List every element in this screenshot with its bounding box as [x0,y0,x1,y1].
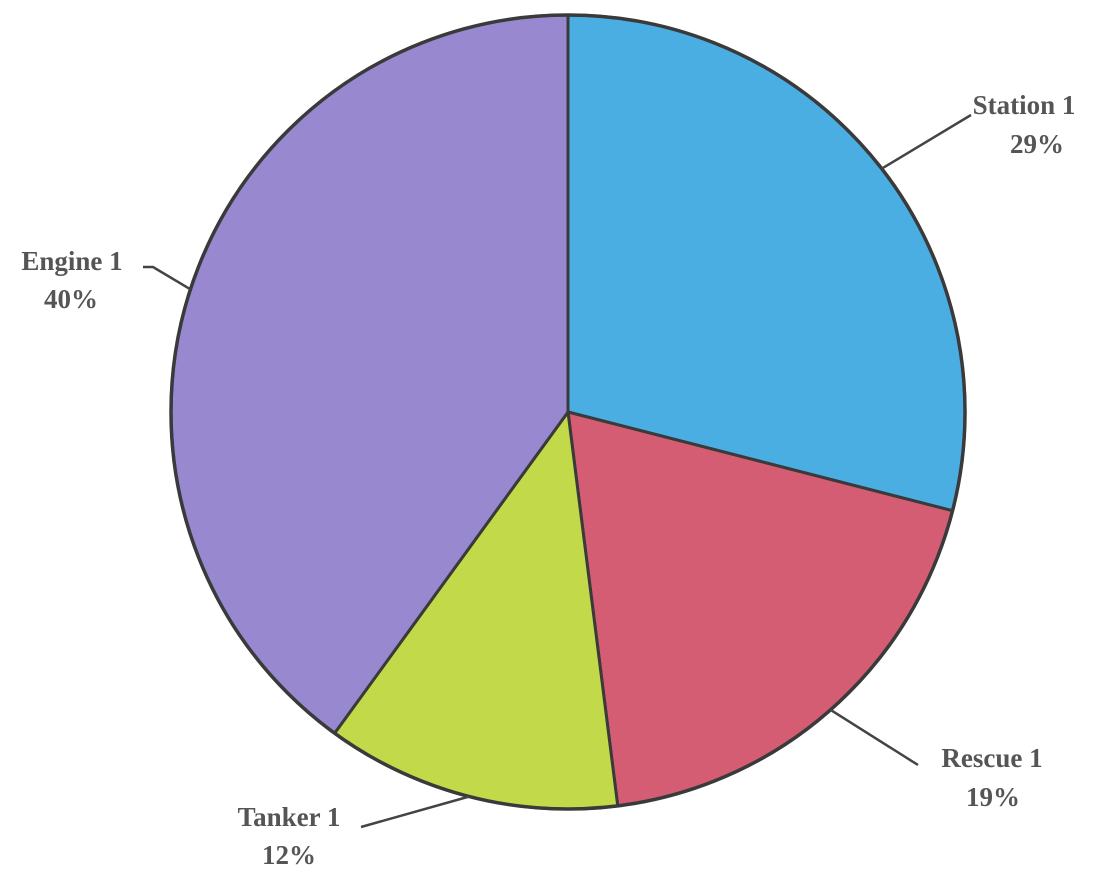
leader-lines [143,113,972,829]
slice-label-tanker-1-value: 12% [262,840,316,870]
pie-slices [169,13,967,811]
slice-label-engine-1-value: 40% [44,284,98,314]
leader-line-rescue-1 [829,708,919,767]
slice-label-engine-1-name: Engine 1 [21,246,122,276]
slice-label-station-1-value: 29% [1010,129,1064,159]
slice-label-rescue-1-name: Rescue 1 [941,743,1042,773]
slice-label-tanker-1-name: Tanker 1 [238,802,341,832]
slice-label-station-1-name: Station 1 [973,90,1076,120]
leader-line-tanker-1 [360,795,470,829]
slice-labels: Station 1 29% Rescue 1 19% Tanker 1 12% … [21,90,1075,870]
leader-line-engine-1 [143,265,192,291]
slice-label-rescue-1-value: 19% [966,782,1020,812]
pie-outline [169,13,967,811]
leader-line-station-1 [881,113,972,170]
